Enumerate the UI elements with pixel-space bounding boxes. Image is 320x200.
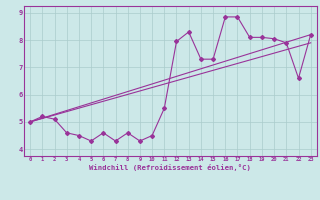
X-axis label: Windchill (Refroidissement éolien,°C): Windchill (Refroidissement éolien,°C) <box>90 164 251 171</box>
